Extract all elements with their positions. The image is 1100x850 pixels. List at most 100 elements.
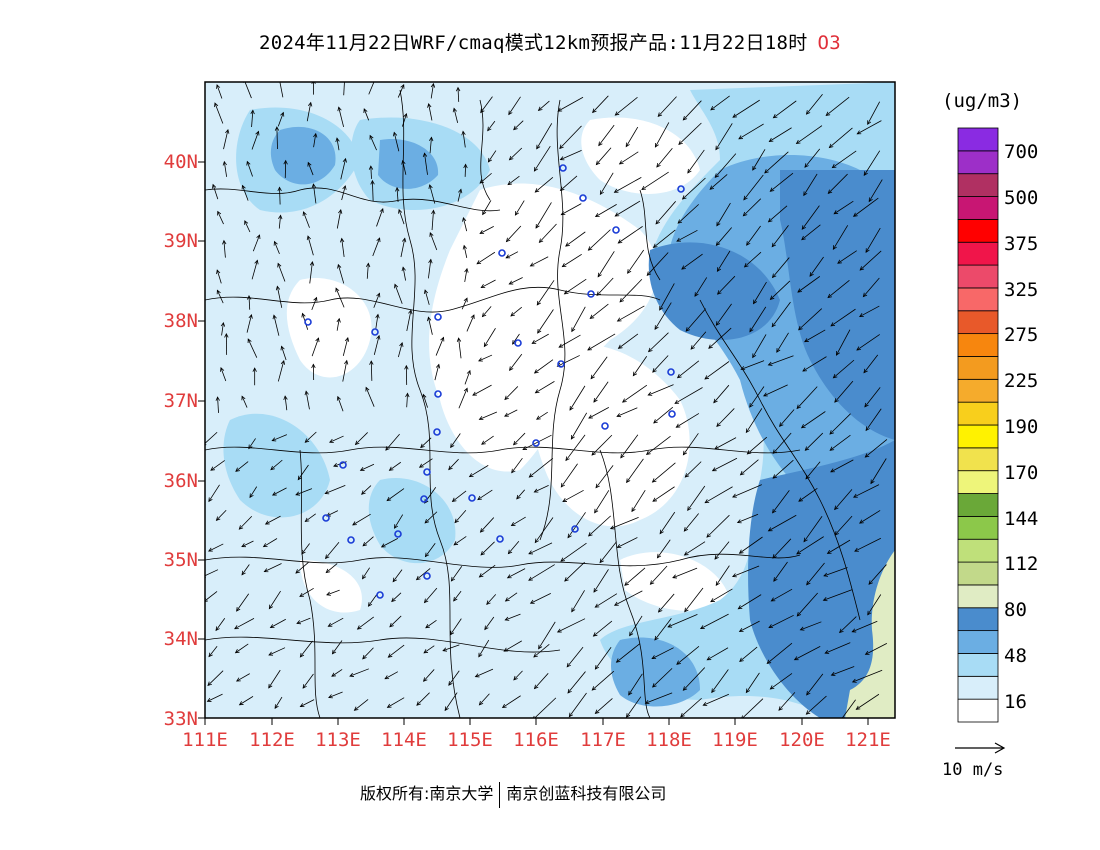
wind-vector-head <box>706 533 711 538</box>
map-title: 2024年11月22日WRF/cmaq模式12km预报产品:11月22日18时 O… <box>0 28 1100 55</box>
wind-vector-head <box>768 624 774 629</box>
wind-vector-head <box>365 386 370 392</box>
wind-vector <box>776 332 789 353</box>
wind-vector-head <box>327 622 333 627</box>
wind-vector <box>464 268 468 282</box>
copyright-left: 版权所有:南京大学 <box>360 784 494 803</box>
wind-vector <box>423 669 435 682</box>
wind-vector <box>559 125 582 149</box>
wind-vector-head <box>591 451 596 456</box>
wind-vector-head <box>683 527 689 532</box>
wind-vector <box>536 123 553 149</box>
wind-vector-head <box>307 161 312 167</box>
wind-vector-head <box>822 597 828 602</box>
colorbar-cell <box>957 447 999 472</box>
wind-vector-head <box>315 337 320 343</box>
wind-vector-head <box>763 392 768 397</box>
wind-vector <box>429 184 436 204</box>
wind-vector-head <box>715 241 721 246</box>
wind-vector <box>682 177 706 200</box>
wind-vector <box>424 289 430 305</box>
wind-vector-head <box>273 240 278 246</box>
wind-vector <box>305 513 316 522</box>
wind-vector-head <box>738 549 744 554</box>
wind-vector-head <box>215 626 220 632</box>
wind-vector <box>462 217 468 232</box>
wind-vector-head <box>483 342 488 348</box>
wind-vector-head <box>614 212 620 217</box>
wind-vector-head <box>210 466 215 471</box>
wind-vector-head <box>269 624 275 629</box>
wind-vector-head <box>746 241 751 246</box>
wind-vector <box>865 227 881 253</box>
wind-vector-head <box>738 135 743 140</box>
wind-vector <box>482 306 492 317</box>
wind-vector <box>823 589 853 601</box>
wind-vector-head <box>771 322 776 328</box>
colorbar-cell <box>957 607 999 632</box>
wind-vector <box>479 693 490 706</box>
wind-vector-head <box>538 644 543 650</box>
wind-vector <box>773 100 797 119</box>
wind-vector <box>565 434 586 461</box>
wind-vector-head <box>717 290 722 295</box>
wind-vector <box>828 173 848 194</box>
wind-vector <box>529 457 554 478</box>
wind-vector <box>479 172 492 184</box>
wind-vector-head <box>624 581 629 586</box>
wind-vector-head <box>767 527 773 532</box>
wind-vector <box>676 413 700 428</box>
wind-vector <box>406 393 408 408</box>
wind-vector <box>829 434 851 451</box>
colorbar-cell <box>957 196 999 220</box>
wind-vector <box>627 249 645 274</box>
wind-vector-head <box>839 628 844 634</box>
wind-vector <box>313 184 317 204</box>
wind-vector <box>615 200 641 217</box>
wind-vector <box>827 280 850 298</box>
wind-vector <box>618 226 643 244</box>
wind-vector <box>677 360 700 379</box>
wind-vector <box>487 120 496 131</box>
wind-vector <box>809 256 824 277</box>
wind-vector <box>566 646 584 668</box>
wind-vector-head <box>280 359 286 365</box>
wind-vector <box>768 355 794 366</box>
wind-vector <box>772 538 792 559</box>
province-boundaries <box>205 89 861 718</box>
wind-vector <box>528 564 555 581</box>
wind-vector-head <box>672 574 677 579</box>
wind-vector <box>805 432 824 451</box>
colorbar-cell <box>957 218 999 243</box>
wind-vector <box>534 485 549 493</box>
wind-vector-head <box>362 654 367 660</box>
title-main: 2024年11月22日WRF/cmaq模式12km预报产品:11月22日18时 <box>258 32 808 54</box>
wind-vector-head <box>805 474 810 480</box>
wind-vector-head <box>484 625 489 631</box>
wind-vector <box>504 386 519 400</box>
wind-vector <box>690 331 707 350</box>
wind-vector-head <box>206 697 212 702</box>
wind-vector-head <box>325 554 330 560</box>
wind-vector-head <box>536 144 541 150</box>
wind-vector <box>481 279 496 288</box>
wind-vector <box>504 409 518 417</box>
colorbar-label-144: 144 <box>1004 508 1039 530</box>
wind-vector-head <box>478 416 484 421</box>
wind-vector <box>596 277 614 296</box>
wind-vector-head <box>716 267 722 272</box>
wind-vector-head <box>632 371 638 377</box>
wind-vector <box>825 96 850 116</box>
wind-vector-head <box>208 547 213 552</box>
wind-vector-head <box>295 491 301 496</box>
wind-vector <box>708 327 732 349</box>
wind-vector-head <box>855 705 861 710</box>
wind-vector-head <box>766 659 772 664</box>
wind-vector-head <box>699 625 705 630</box>
wind-vector-head <box>353 706 359 711</box>
wind-vector-head <box>852 212 858 217</box>
wind-vector <box>806 93 823 115</box>
wind-vector-head <box>625 142 630 148</box>
wind-vector-head <box>731 573 737 578</box>
wind-vector <box>863 150 881 176</box>
